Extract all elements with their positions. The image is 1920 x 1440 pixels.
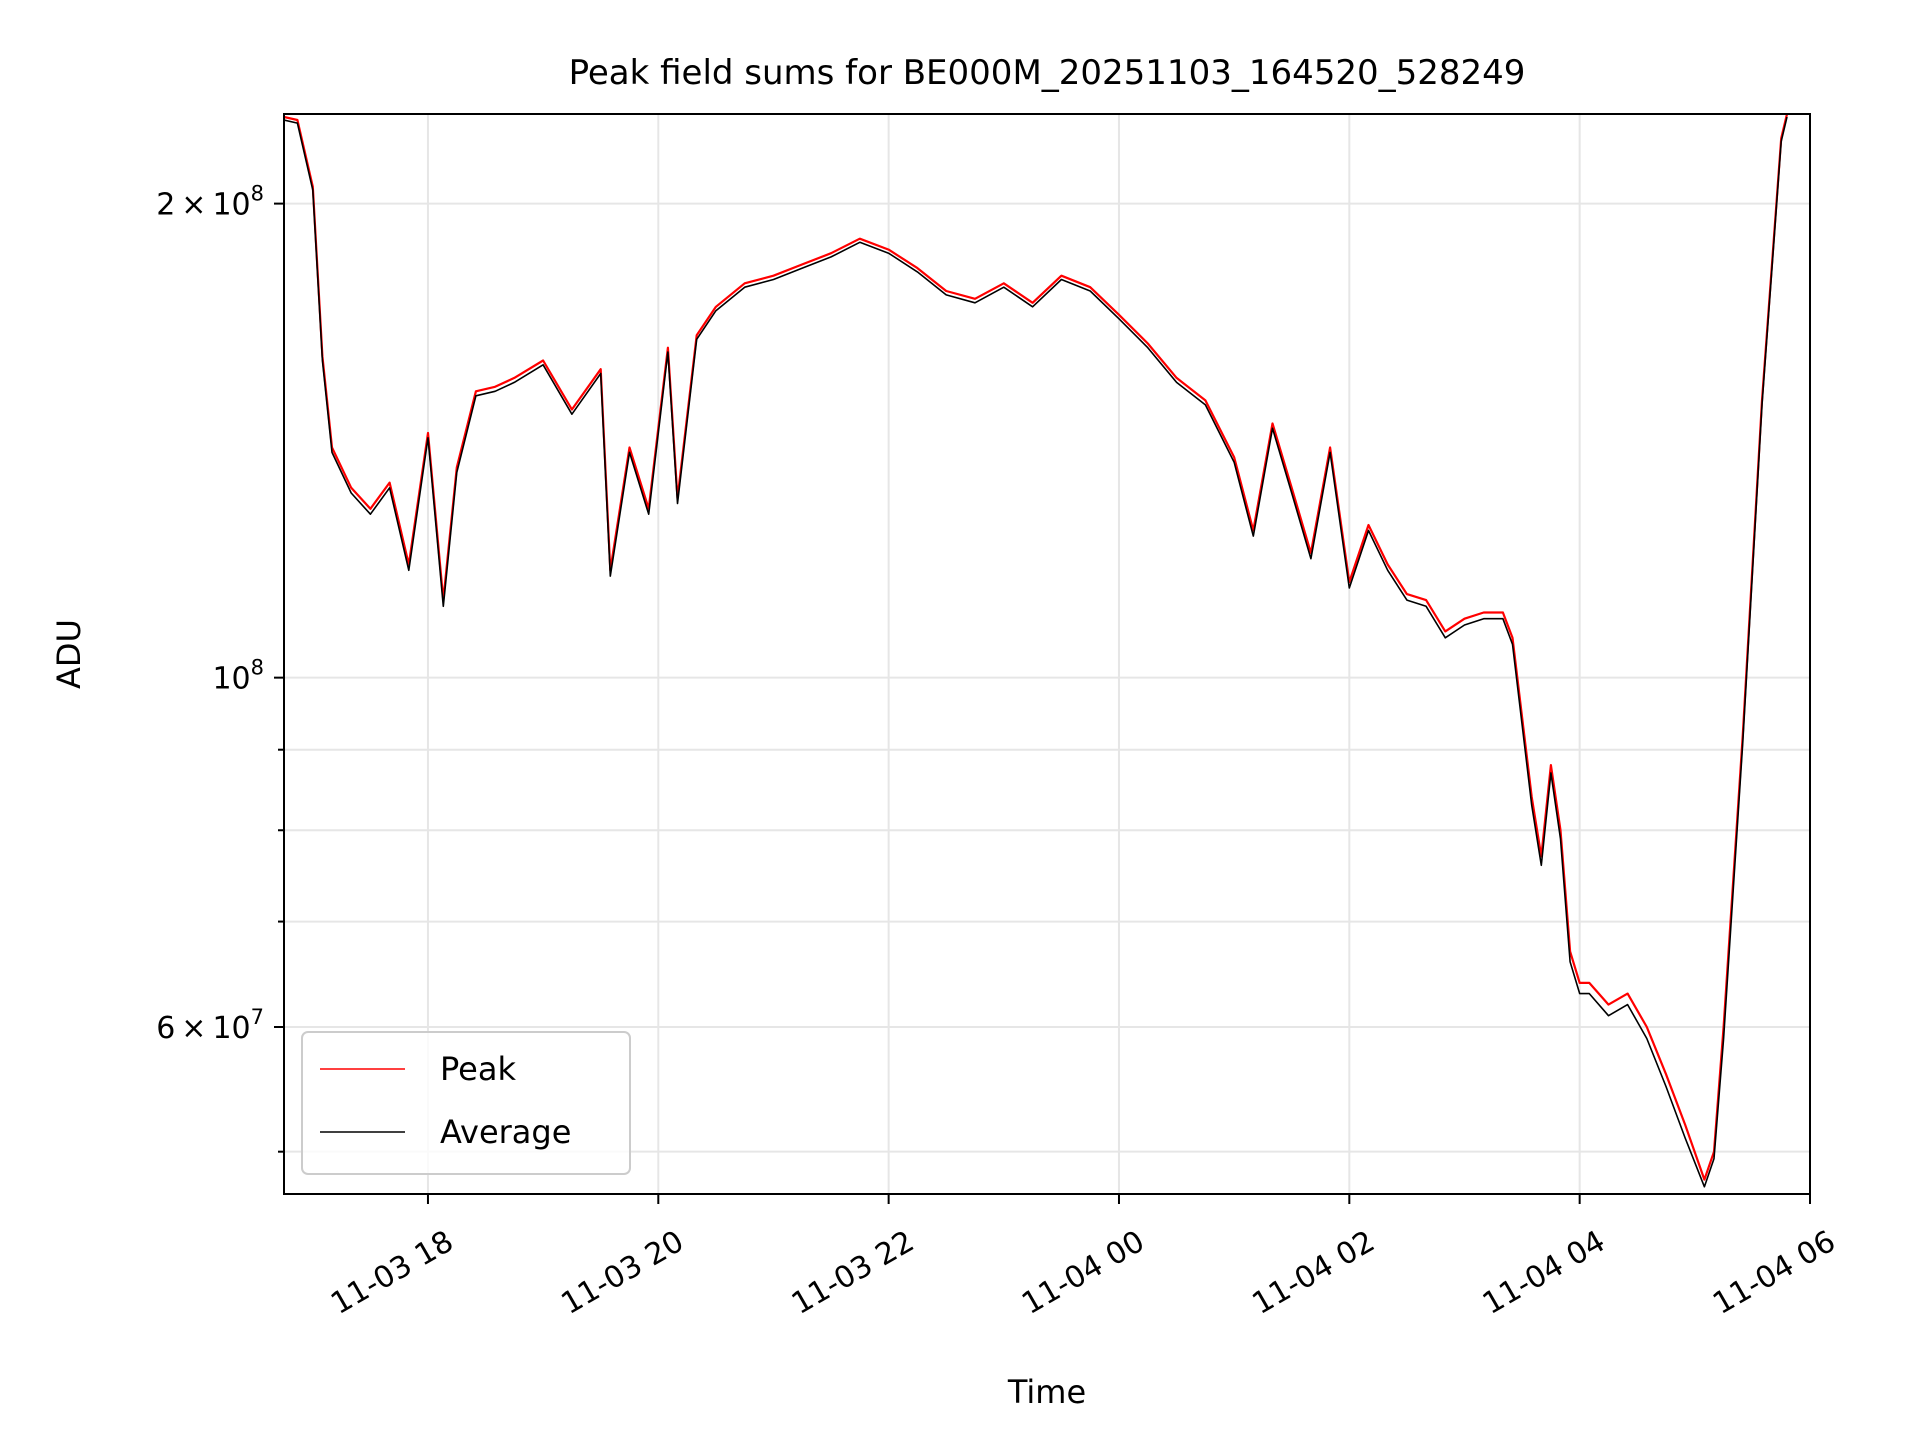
y-tick-exponent: 8 [251,182,264,206]
legend-box [301,1031,631,1175]
y-tick-base: 10 [212,1011,250,1046]
y-tick-exponent: 8 [251,656,264,680]
x-axis-label: Time [1007,1373,1086,1411]
series-layer [284,114,1789,1188]
plot-frame [283,113,1811,1195]
y-tick-label: 108 [212,656,264,697]
y-tick-label: 2 × 108 [156,182,264,223]
y-tick-exponent: 7 [251,1005,264,1029]
legend: Peak Average [301,1031,631,1175]
y-axis-label: ADU [50,619,88,689]
y-tick-label: 6 × 107 [156,1005,264,1046]
y-tick-mantissa: 2 [156,188,175,223]
series-line-peak [284,114,1789,1181]
legend-label-peak: Peak [440,1050,516,1088]
y-tick-times: × [175,188,212,223]
y-tick-base: 10 [212,188,250,223]
y-tick-base: 10 [212,662,250,697]
series-line-average [284,116,1788,1188]
chart-title: Peak field sums for BE000M_20251103_1645… [569,53,1526,93]
legend-label-average: Average [440,1113,571,1151]
y-tick-times: × [175,1011,212,1046]
y-tick-mantissa: 6 [156,1011,175,1046]
